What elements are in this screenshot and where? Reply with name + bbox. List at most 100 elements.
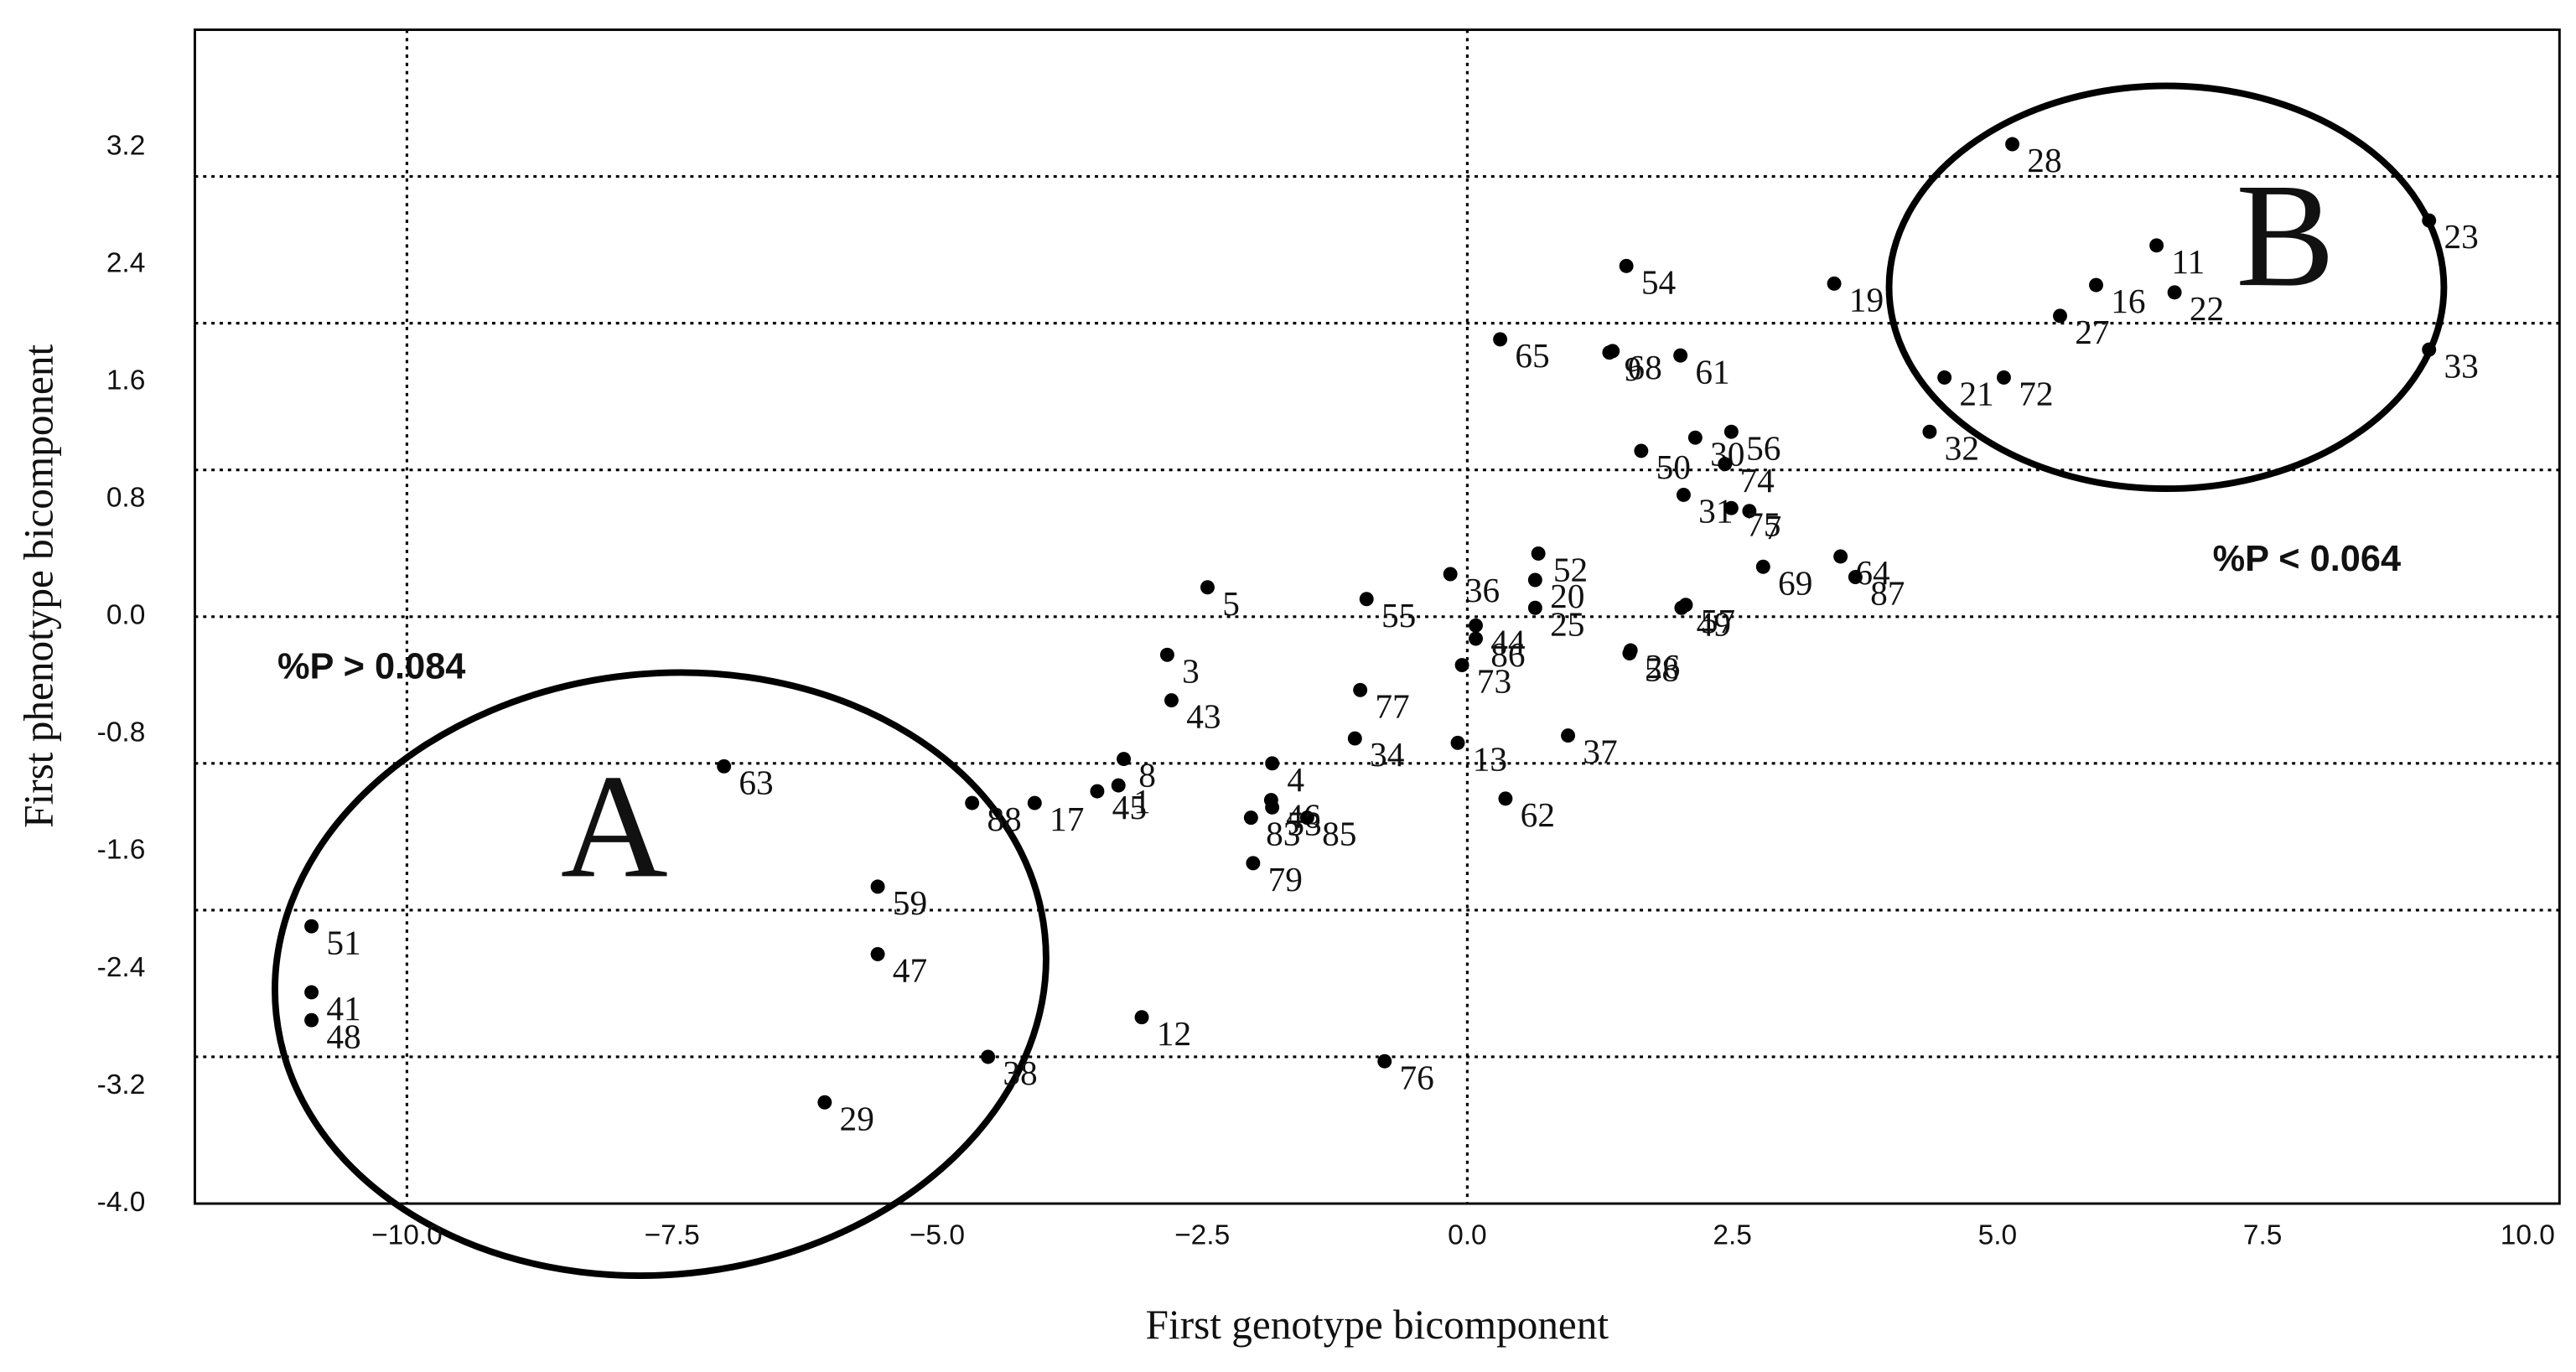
point-label: 79 [1268,860,1303,898]
point [965,795,980,810]
point [1996,370,2011,385]
y-tick-label: 3.2 [106,130,146,161]
point-label: 17 [1050,800,1084,838]
y-tick-label: 0.8 [106,483,146,514]
point [1723,424,1739,439]
x-tick-label: −2.5 [1174,1219,1230,1250]
annotation: %P > 0.084 [277,646,465,686]
point [1117,752,1132,767]
x-tick-label: −10.0 [371,1219,443,1250]
point [2422,213,2437,228]
point-label: 5 [1222,584,1240,623]
point [1527,572,1542,588]
point-label: 23 [2444,217,2478,256]
y-tick-label: -0.8 [97,717,146,748]
cluster-label: B [2236,153,2335,318]
point [1848,570,1863,584]
point-label: 75 [1746,505,1780,543]
point [1265,800,1280,815]
point-label: 87 [1870,574,1905,613]
y-tick-label: 1.6 [106,365,146,396]
point [2149,238,2164,253]
point-label: 19 [1849,280,1884,318]
point [304,1012,319,1028]
point-label: 47 [893,951,927,990]
point-label: 73 [1477,662,1511,701]
y-tick-label: -3.2 [97,1069,146,1100]
point [1299,810,1314,826]
point [1827,276,1842,291]
x-axis-title: First genotype bicomponent [1146,1302,1609,1348]
point-label: 49 [1697,604,1731,643]
point [1531,546,1546,561]
point [1673,348,1688,363]
point-label: 55 [1381,596,1416,634]
point [1742,504,1757,519]
point [1493,332,1508,347]
point [1111,778,1126,793]
point-label: 48 [326,1017,360,1055]
point [870,879,885,894]
point-label: 22 [2190,289,2224,328]
point-label: 51 [326,923,360,961]
point-label: 57 [1701,602,1735,640]
point-label: 61 [1695,352,1729,391]
point-label: 44 [1490,622,1526,660]
x-tick-label: 7.5 [2243,1219,2283,1250]
point-label: 8 [1138,756,1156,795]
point [2053,308,2067,324]
y-axis-title: First phenotype bicomponent [16,344,62,827]
cluster-label: A [561,744,668,909]
point [1454,658,1469,673]
y-tick-label: -2.4 [97,952,146,983]
x-tick-label: −5.0 [910,1219,965,1250]
point [817,1095,832,1110]
point [1243,810,1258,826]
point-label: 12 [1157,1014,1191,1053]
point-label: 85 [1322,815,1356,853]
point [1090,784,1105,799]
y-tick-label: 2.4 [106,247,146,278]
point-label: 1 [1133,782,1151,821]
point [1469,618,1483,633]
point-label: 68 [1627,348,1661,386]
point-label: 21 [1959,375,1993,413]
point-label: 16 [2111,282,2145,320]
point-label: 62 [1521,795,1555,834]
point [1937,370,1952,385]
point [1602,345,1617,360]
point-label: 50 [1656,448,1691,486]
point [1377,1054,1392,1069]
point [1443,567,1458,582]
point [1833,549,1848,564]
point [1450,735,1465,750]
point [1159,647,1174,662]
point-label: 11 [2171,242,2205,281]
point-label: 56 [1746,428,1780,467]
x-tick-label: 10.0 [2501,1219,2555,1250]
point-label: 43 [1186,697,1221,736]
point-label: 59 [893,883,927,922]
point [2089,277,2103,293]
point [1561,728,1576,743]
point-label: 4 [1287,760,1304,799]
x-tick-label: 2.5 [1713,1219,1752,1250]
point-label: 88 [987,800,1021,838]
point-label: 45 [1112,788,1147,826]
point-label: 58 [1645,650,1679,689]
point [2167,285,2182,300]
point-label: 76 [1399,1058,1433,1096]
point-label: 63 [739,763,773,801]
point [1755,559,1770,574]
point-label: 37 [1583,733,1617,771]
point-label: 52 [1553,551,1588,589]
point-label: 72 [2019,375,2053,413]
cluster-b-ellipse [1885,82,2448,493]
point [1619,258,1634,273]
point [1634,443,1649,458]
point [1527,600,1542,615]
point [1687,430,1703,445]
point-label: 13 [1473,739,1507,778]
point [1622,646,1637,661]
